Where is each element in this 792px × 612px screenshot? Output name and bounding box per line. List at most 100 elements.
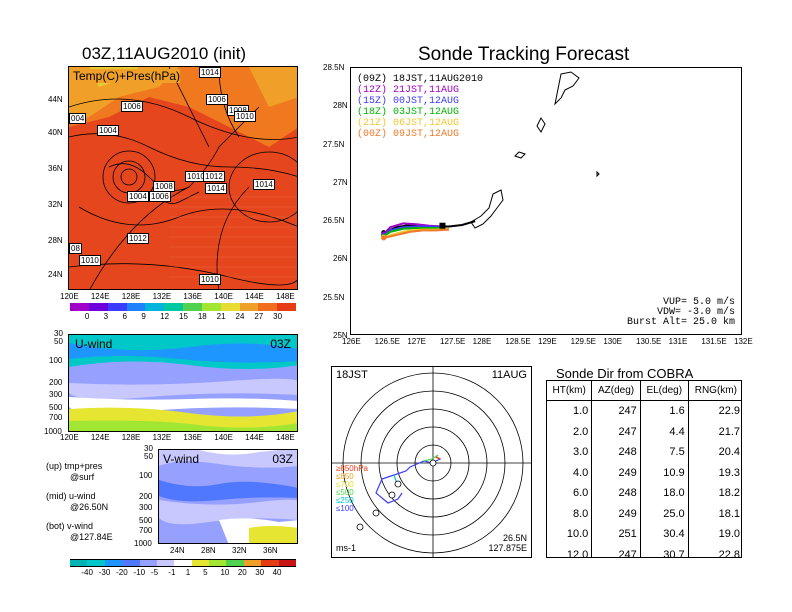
- colorbar-swatch: [191, 559, 210, 567]
- polar-wind-plot: 18JST 11AUG ≥850hPa ≤850 ≤700 ≤500 ≤250 ≤100 …: [331, 366, 532, 558]
- colorbar-label: 9: [141, 312, 146, 321]
- lon-tick: 129E: [538, 337, 557, 346]
- track-legend-entry: (09Z) 18JST,11AUG2010: [357, 74, 484, 85]
- note-line: @surf: [70, 472, 95, 482]
- isobar-label: 1010: [199, 274, 221, 285]
- lon-tick: 126E: [342, 337, 361, 346]
- lon-tick: 131E: [668, 337, 688, 346]
- track-legend-entry: (15Z) 00JST,12AUG: [357, 96, 460, 107]
- note-line: @127.84E: [70, 532, 113, 542]
- track-launch-point: [381, 235, 387, 241]
- lat-tick: 26N: [333, 254, 348, 264]
- polar-lon: 127.875E: [488, 543, 527, 553]
- isobar-label: 1006: [149, 191, 171, 202]
- colorbar-swatch: [183, 303, 203, 311]
- table-cell: 4.4: [640, 421, 689, 442]
- lon-tick: 148E: [276, 433, 295, 442]
- lon-tick: 127E: [407, 337, 427, 346]
- colorbar-swatch: [107, 303, 127, 311]
- colorbar-swatch: [122, 559, 141, 567]
- lon-tick: 124E: [90, 292, 110, 301]
- colorbar-label: -5: [150, 568, 159, 577]
- colorbar-label: 27: [254, 312, 264, 321]
- track-series-line: [383, 228, 450, 239]
- colorbar-swatch: [174, 559, 193, 567]
- colorbar-label: -30: [98, 568, 111, 577]
- polar-level: ≤850: [336, 472, 354, 481]
- colorbar-label: -1: [168, 568, 176, 577]
- table-header: EL(deg): [640, 381, 689, 401]
- isobar-label: 1004: [127, 191, 149, 202]
- pressure-tick: 700: [49, 413, 63, 423]
- lon-tick: 136E: [183, 433, 203, 442]
- sonde-track-map: (09Z) 18JST,11AUG2010 (12Z) 21JST,11AUG (1…: [350, 67, 742, 335]
- colorbar-swatch: [104, 559, 123, 567]
- table-cell: 30.4: [640, 524, 689, 545]
- v-wind-panel: V-wind 03Z: [158, 449, 298, 544]
- colorbar-swatch: [258, 303, 278, 311]
- lon-tick: 130E: [603, 337, 623, 346]
- table-cell: 10.9: [640, 462, 689, 483]
- table-cell: 12.0: [547, 544, 593, 557]
- u-wind-panel: U-wind 03Z: [68, 334, 298, 432]
- colorbar-swatch: [164, 303, 184, 311]
- lat-tick: 28.5N: [323, 63, 345, 72]
- table-row: 3.0 248 7.5 20.4: [547, 442, 741, 463]
- table-cell: 247: [591, 421, 641, 442]
- polar-level: ≤100: [336, 504, 354, 513]
- lon-tick: 130.5E: [636, 337, 662, 346]
- right-title: Sonde Tracking Forecast: [418, 44, 630, 65]
- lat-tick: 28N: [201, 546, 216, 555]
- table-header: AZ(deg): [591, 381, 641, 401]
- colorbar-label: 20: [237, 568, 247, 577]
- lat-tick: 28N: [333, 101, 348, 111]
- temp-pressure-map: Temp(C)+Pres(hPa) 1006 004 1004 1006 100…: [68, 66, 298, 290]
- colorbar-swatch: [239, 303, 259, 311]
- polar-level: ≤700: [336, 480, 354, 489]
- colorbar-swatch: [70, 559, 88, 567]
- polar-level: ≤250: [336, 496, 354, 505]
- isobar-label: 1012: [127, 233, 149, 244]
- lat-tick: 24N: [170, 546, 185, 555]
- colorbar-swatch: [278, 559, 297, 567]
- lon-tick: 144E: [245, 292, 264, 301]
- isobar-label: 08: [69, 243, 82, 254]
- pressure-tick: 1000: [44, 427, 62, 436]
- table-header: RNG(km): [688, 381, 741, 401]
- lat-tick: 27.5N: [323, 139, 345, 149]
- lon-tick: 124E: [90, 433, 110, 442]
- table-row: 2.0 247 4.4 21.7: [547, 421, 741, 442]
- colorbar-label: 6: [122, 312, 127, 321]
- track-series-line: [383, 225, 443, 237]
- table-row: 8.0 249 25.0 18.1: [547, 503, 741, 524]
- lon-tick: 148E: [276, 292, 295, 301]
- temp-map-label: Temp(C)+Pres(hPa): [73, 69, 181, 83]
- table-cell: 8.0: [547, 503, 593, 524]
- dir-table: HT(km) AZ(deg) EL(deg) RNG(km) 1.0 247 1.6 22.…: [547, 381, 741, 557]
- table-cell: 22.9: [718, 405, 740, 418]
- lat-tick: 40N: [48, 128, 63, 137]
- u-wind-time: 03Z: [270, 337, 291, 351]
- colorbar-label: 0: [84, 312, 90, 321]
- pressure-tick: 200: [139, 491, 153, 501]
- isobar-label: 1004: [97, 125, 119, 136]
- table-cell: 21.7: [718, 425, 740, 438]
- temp-map-svg: [69, 67, 297, 289]
- lon-tick: 132E: [734, 337, 753, 346]
- isobar-label: 004: [69, 113, 87, 124]
- sonde-dir-table: HT(km) AZ(deg) EL(deg) RNG(km) 1.0 247 1.6 22.…: [546, 380, 742, 558]
- table-cell: 249: [591, 503, 641, 524]
- colorbar-label: 30: [273, 312, 283, 321]
- table-cell: 20.4: [718, 446, 740, 459]
- polar-unit: ms-1: [336, 543, 356, 553]
- sonde-params: VUP= 5.0 m/s VDW= -3.0 m/s Burst Alt= 25…: [627, 298, 735, 328]
- table-cell: 249: [591, 462, 641, 483]
- colorbar-swatch: [201, 303, 222, 311]
- table-cell: 7.5: [640, 442, 689, 463]
- lon-tick: 132E: [152, 433, 172, 442]
- table-cell: 247: [591, 544, 641, 557]
- pressure-tick: 30: [54, 329, 63, 338]
- lon-tick: 128.5E: [505, 337, 531, 346]
- colorbar-label: 40: [272, 568, 282, 577]
- radar-site-marker: [439, 222, 446, 229]
